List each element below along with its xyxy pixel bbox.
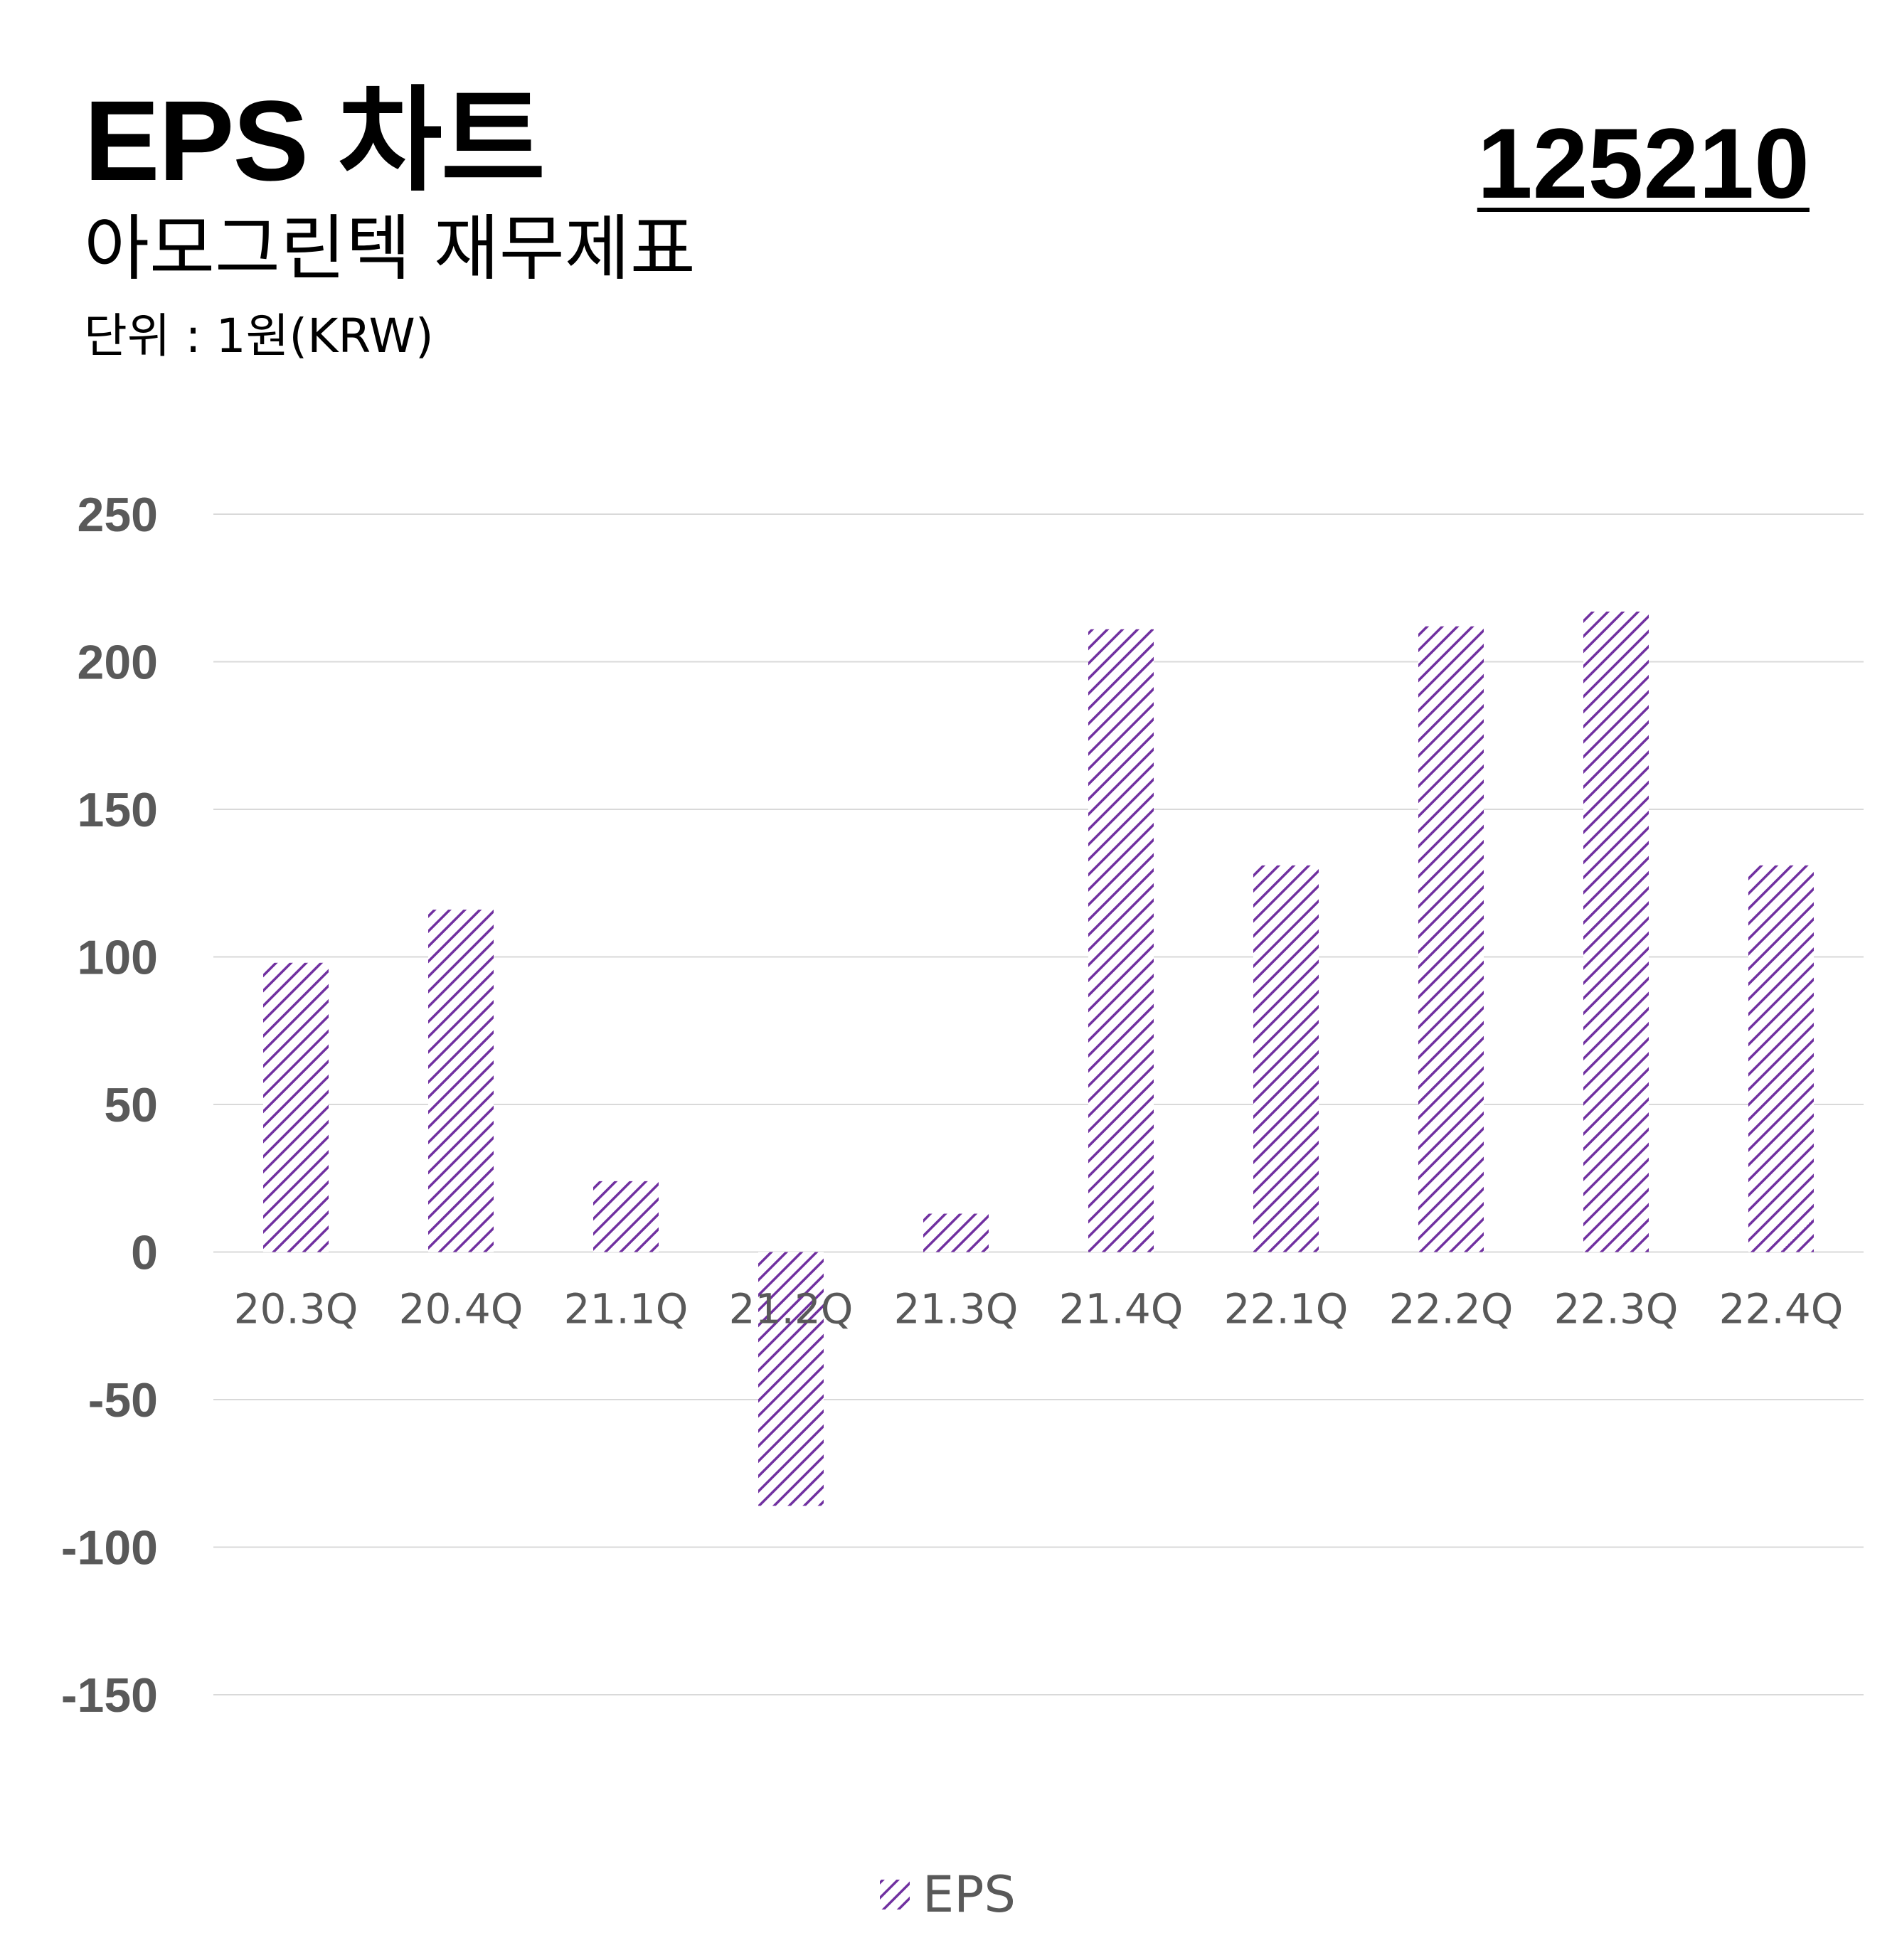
x-tick-label: 22.2Q: [1389, 1285, 1514, 1333]
x-tick-label: 22.3Q: [1554, 1285, 1679, 1333]
x-tick-label: 21.1Q: [564, 1285, 689, 1333]
bar-21.1Q: [593, 1181, 659, 1252]
x-tick-label: 21.3Q: [894, 1285, 1019, 1333]
y-tick-label: 150: [78, 783, 158, 837]
chart-subtitle: 아모그린텍 재무제표: [84, 207, 696, 290]
y-tick-label: -100: [61, 1521, 158, 1575]
bar-21.2Q: [758, 1252, 824, 1506]
bar-series-eps: [263, 611, 1814, 1506]
y-tick-label: 0: [131, 1226, 158, 1280]
bar-20.3Q: [263, 962, 329, 1252]
x-tick-label: 20.3Q: [234, 1285, 358, 1333]
y-tick-label: 200: [78, 636, 158, 690]
y-tick-label: -50: [88, 1373, 158, 1427]
stock-code: 125210: [1477, 107, 1810, 219]
x-tick-label: 21.4Q: [1059, 1285, 1184, 1333]
legend-swatch-eps: [880, 1880, 910, 1910]
y-tick-label: 100: [78, 931, 158, 985]
bar-21.4Q: [1088, 629, 1154, 1252]
legend: EPS: [880, 1865, 1016, 1924]
bar-22.3Q: [1583, 611, 1649, 1252]
bar-22.1Q: [1253, 865, 1319, 1252]
x-tick-label: 22.4Q: [1719, 1285, 1844, 1333]
x-axis-ticks: 20.3Q 20.4Q 21.1Q 21.2Q 21.3Q 21.4Q 22.1Q 22.2Q…: [234, 1285, 1844, 1333]
y-axis-ticks: 250 200 150 100 50 0 -50 -100 -150: [61, 488, 158, 1722]
x-tick-label: 21.2Q: [729, 1285, 854, 1333]
bar-20.4Q: [428, 910, 494, 1252]
y-tick-label: 50: [104, 1078, 158, 1132]
unit-label: 단위 : 1원(KRW): [84, 309, 434, 363]
bar-21.3Q: [923, 1213, 989, 1252]
x-tick-label: 20.4Q: [399, 1285, 524, 1333]
bar-22.2Q: [1418, 626, 1484, 1252]
chart-title: EPS 차트: [84, 77, 546, 204]
bar-22.4Q: [1748, 865, 1814, 1252]
x-tick-label: 22.1Q: [1224, 1285, 1349, 1333]
y-tick-label: -150: [61, 1668, 158, 1722]
legend-label-eps: EPS: [923, 1865, 1016, 1924]
y-tick-label: 250: [78, 488, 158, 542]
